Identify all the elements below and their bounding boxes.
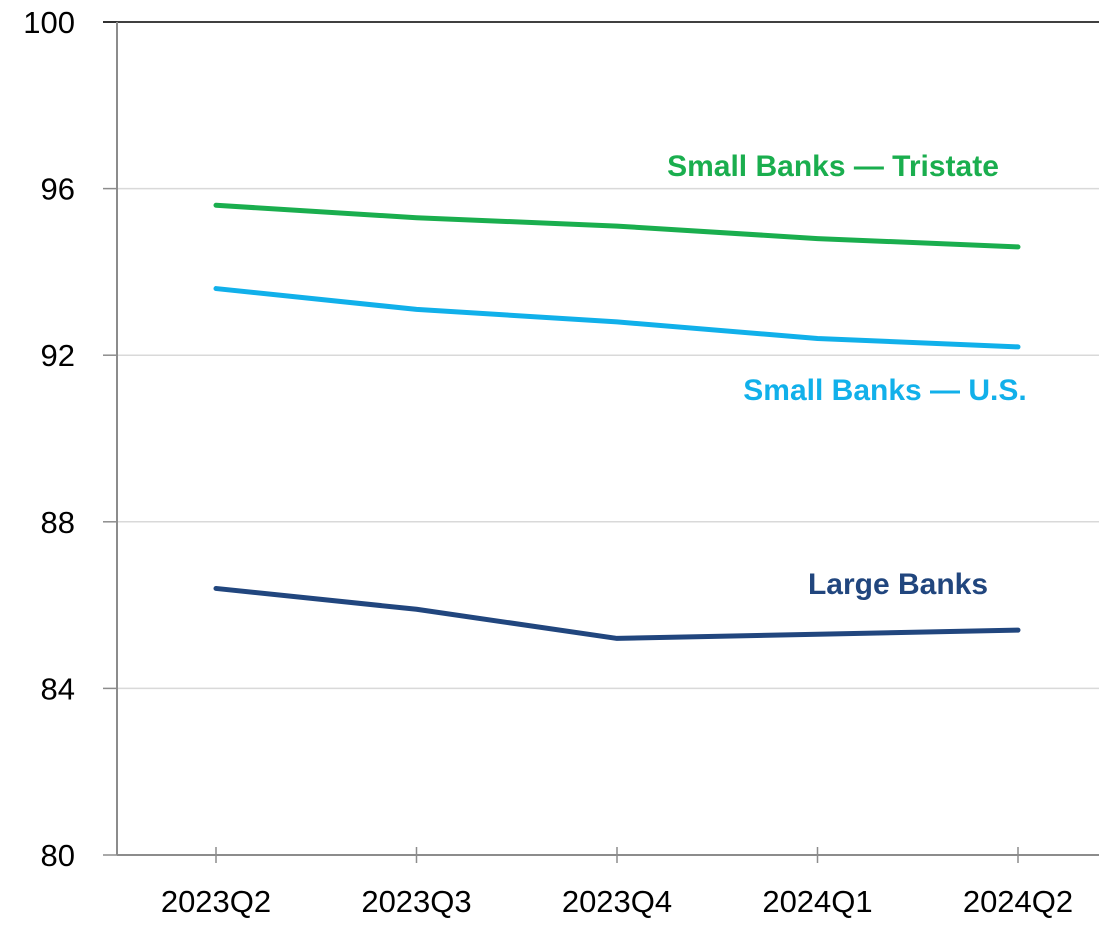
x-tick-label: 2024Q2 <box>963 884 1073 919</box>
series-lines <box>213 202 1021 641</box>
x-tick-label: 2023Q2 <box>161 884 271 919</box>
y-tick-label: 92 <box>41 338 75 373</box>
y-tick-label: 96 <box>41 172 75 207</box>
y-tick-label: 84 <box>41 671 75 706</box>
series-label: Small Banks — U.S. <box>743 374 1026 407</box>
series-label: Large Banks <box>808 568 988 601</box>
axes: 80 84 88 92 96 100 2023Q2 2023Q3 2023Q4 2024Q1 202… <box>23 5 1099 919</box>
y-tick-label: 100 <box>23 5 75 40</box>
y-tick-label: 80 <box>41 838 75 873</box>
series-line <box>213 202 1021 250</box>
series-line <box>213 585 1021 641</box>
x-tick-label: 2023Q4 <box>562 884 672 919</box>
x-tick-label: 2024Q1 <box>762 884 872 919</box>
series-line <box>213 286 1021 350</box>
x-tick-label: 2023Q3 <box>361 884 471 919</box>
gridlines <box>117 187 1099 690</box>
series-label: Small Banks — Tristate <box>667 150 999 183</box>
series-labels: Small Banks — Tristate Small Banks — U.S.… <box>667 150 1027 601</box>
y-tick-label: 88 <box>41 505 75 540</box>
